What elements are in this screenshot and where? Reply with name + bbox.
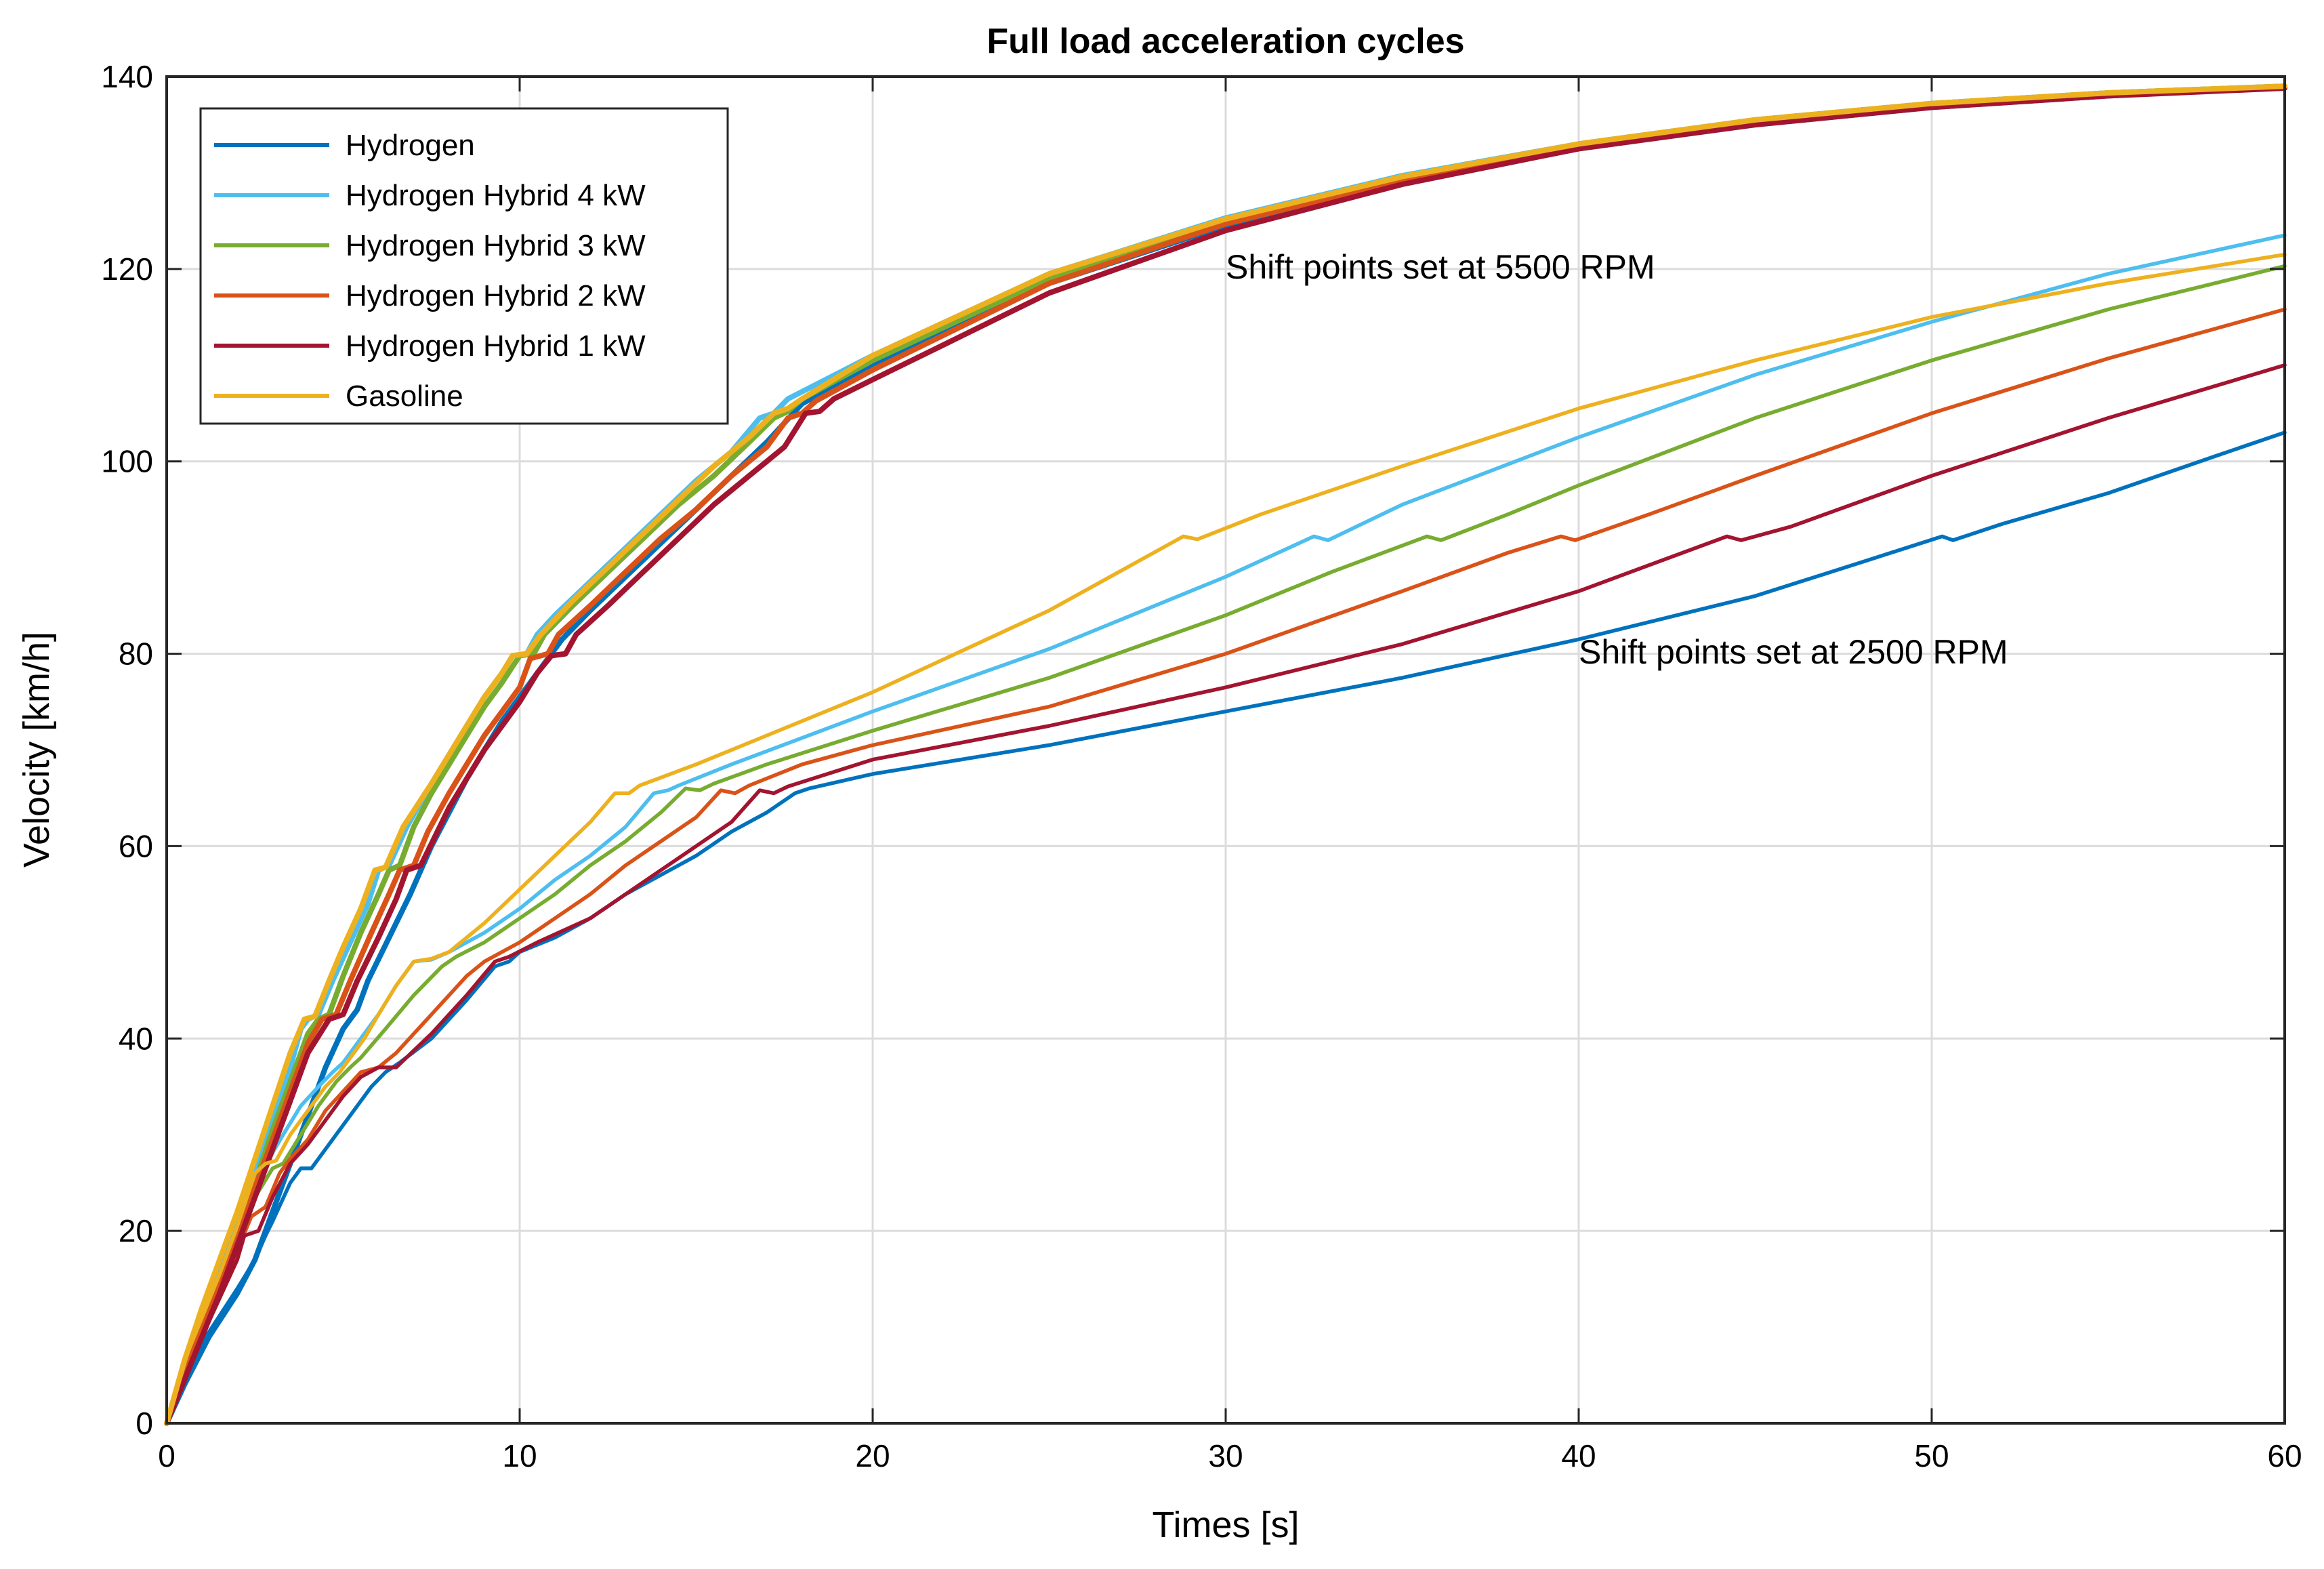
series-lines [164, 83, 2287, 1426]
legend-label-hydrogen-hybrid-2-kw: Hydrogen Hybrid 2 kW [346, 279, 646, 312]
series-line-gasoline-2500rpm [165, 252, 2287, 1425]
legend-box [199, 107, 729, 425]
y-tick-label: 20 [119, 1213, 153, 1248]
y-tick-label: 100 [101, 444, 153, 479]
legend-label-hydrogen-hybrid-1-kw: Hydrogen Hybrid 1 kW [346, 329, 646, 363]
x-tick-label: 0 [158, 1438, 175, 1473]
series-line-hydrogen-hybrid-2-kw-2500rpm [165, 307, 2287, 1425]
y-tick-label: 80 [119, 636, 153, 672]
series-line-hydrogen-hybrid-1-kw-2500rpm [165, 363, 2287, 1425]
x-tick-label: 60 [2267, 1438, 2302, 1473]
legend-label-hydrogen-hybrid-4-kw: Hydrogen Hybrid 4 kW [346, 179, 646, 212]
series-line-hydrogen-hybrid-3-kw-5500rpm [164, 83, 2287, 1426]
x-tick-label: 40 [1561, 1438, 1596, 1473]
y-tick-label: 40 [119, 1021, 153, 1056]
series-line-hydrogen-hybrid-1-kw-5500rpm [164, 85, 2287, 1426]
y-tick-label: 120 [101, 251, 153, 287]
legend-entries: Hydrogen Hydrogen Hybrid 4 kW Hydrogen Hyb… [214, 129, 646, 413]
x-tick-label: 10 [502, 1438, 537, 1473]
x-tick-label: 20 [855, 1438, 890, 1473]
chart-title: Full load acceleration cycles [987, 22, 1464, 61]
y-tick-label: 60 [119, 828, 153, 863]
annotation-text: Shift points set at 5500 RPM [1226, 248, 1655, 286]
legend-label-hydrogen: Hydrogen [346, 129, 475, 162]
series-line-gasoline-5500rpm [164, 83, 2287, 1426]
x-tick-label: 30 [1208, 1438, 1243, 1473]
annotation-text: Shift points set at 2500 RPM [1579, 633, 2008, 671]
legend-label-gasoline: Gasoline [346, 380, 463, 413]
axis-ticks: 0 10 20 30 40 50 60 0 20 40 60 80 100 120 140 [101, 59, 2302, 1473]
grid-lines [167, 77, 2285, 1423]
legend: Hydrogen Hydrogen Hybrid 4 kW Hydrogen Hyb… [199, 107, 729, 425]
annotations: Shift points set at 5500 RPM Shift points… [1226, 248, 2008, 671]
series-line-hydrogen-hybrid-3-kw-2500rpm [165, 264, 2287, 1425]
y-tick-label: 140 [101, 59, 153, 94]
legend-label-hydrogen-hybrid-3-kw: Hydrogen Hybrid 3 kW [346, 229, 646, 262]
x-axis-label: Times [s] [1152, 1505, 1299, 1545]
x-tick-label: 50 [1914, 1438, 1949, 1473]
y-tick-label: 0 [136, 1406, 153, 1441]
series-line-hydrogen-hybrid-2-kw-5500rpm [164, 84, 2287, 1426]
y-axis-label: Velocity [km/h] [16, 632, 57, 868]
